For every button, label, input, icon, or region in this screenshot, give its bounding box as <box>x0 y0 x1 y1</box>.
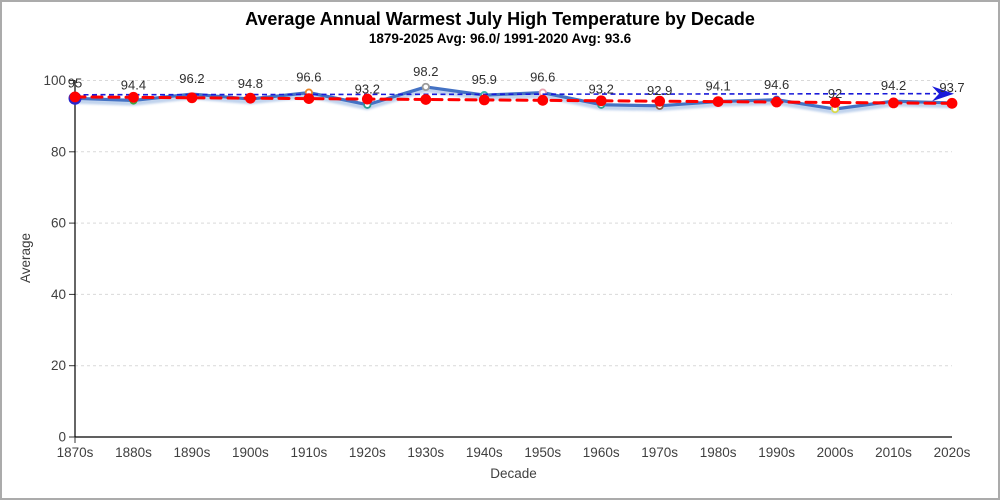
y-tick-label: 60 <box>51 216 66 231</box>
x-tick-label: 1970s <box>641 445 678 460</box>
data-point-label: 94.8 <box>238 76 263 91</box>
data-point-label: 93.7 <box>939 80 964 95</box>
data-point-label: 98.2 <box>413 64 438 79</box>
trend-marker-red <box>420 94 432 105</box>
x-axis-title: Decade <box>490 466 537 481</box>
data-point-label: 94.4 <box>121 77 146 92</box>
x-tick-label: 2010s <box>875 445 912 460</box>
x-tick-label: 1990s <box>758 445 795 460</box>
trend-line-red-dashed <box>73 95 954 105</box>
x-tick-label: 1980s <box>700 445 737 460</box>
trend-marker-red <box>712 96 724 108</box>
trend-marker-red <box>595 95 607 107</box>
x-tick-label: 1930s <box>407 445 444 460</box>
data-point-label: 95.9 <box>472 72 497 87</box>
trend-marker-red <box>128 91 139 103</box>
data-point-label: 96.2 <box>179 71 204 86</box>
trend-marker-red <box>888 97 899 109</box>
x-tick-label: 1960s <box>583 445 620 460</box>
y-axis-title: Average <box>18 233 33 283</box>
data-point-label: 94.2 <box>881 78 906 93</box>
y-tick-label: 80 <box>51 144 66 159</box>
x-tick-label: 2000s <box>817 445 854 460</box>
trend-marker-red <box>829 97 841 108</box>
y-tick-label: 100 <box>43 73 66 88</box>
trend-marker-red <box>186 92 198 104</box>
trend-marker-red <box>771 96 782 108</box>
data-point-label: 94.6 <box>764 77 789 92</box>
x-tick-label: 1890s <box>174 445 211 460</box>
data-point-marker <box>421 82 430 92</box>
x-tick-label: 1870s <box>57 445 94 460</box>
trend-marker-red <box>361 93 373 105</box>
x-tick-label: 1910s <box>290 445 327 460</box>
trend-marker-red <box>654 95 666 107</box>
x-tick-label: 1900s <box>232 445 269 460</box>
data-point-label: 96.6 <box>296 70 321 85</box>
y-tick-label: 0 <box>58 430 66 445</box>
x-tick-label: 1950s <box>524 445 561 460</box>
data-point-label: 92.9 <box>647 83 672 98</box>
x-tick-label: 1880s <box>115 445 152 460</box>
trend-marker-red <box>69 91 81 103</box>
data-point-label: 93.2 <box>589 82 614 97</box>
y-tick-label: 20 <box>51 358 66 373</box>
trend-marker-red <box>537 94 549 106</box>
chart-title: Average Annual Warmest July High Tempera… <box>245 9 755 29</box>
arrow-right-icon <box>932 86 954 102</box>
average-line-blue-dotted <box>74 92 937 96</box>
data-point-label: 93.2 <box>355 82 380 97</box>
trend-marker-red <box>478 94 490 106</box>
y-tick-label: 40 <box>51 287 66 302</box>
data-point-label: 95 <box>68 75 82 90</box>
series-line-shadow <box>74 87 953 115</box>
trend-marker-red <box>245 92 256 104</box>
data-point-label: 96.6 <box>530 70 555 85</box>
x-tick-label: 1940s <box>466 445 503 460</box>
x-tick-label: 1920s <box>349 445 386 460</box>
trend-marker-red <box>946 97 958 109</box>
chart-subtitle: 1879-2025 Avg: 96.0/ 1991-2020 Avg: 93.6 <box>368 31 632 46</box>
data-point-label: 94.1 <box>705 79 730 94</box>
x-tick-label: 2020s <box>934 445 971 460</box>
data-point-label: 92 <box>828 86 842 101</box>
trend-marker-red <box>303 93 315 105</box>
